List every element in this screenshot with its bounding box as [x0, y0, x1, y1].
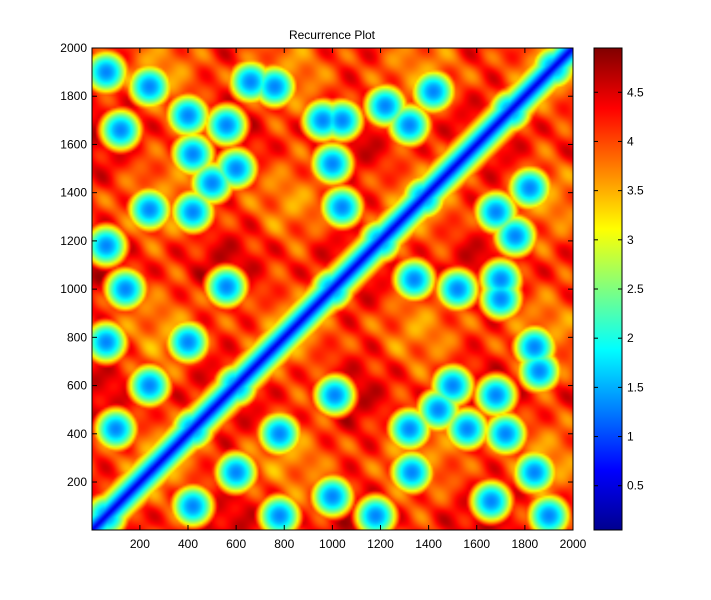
- colorbar-tick-label: 4: [627, 134, 634, 148]
- colorbar-tick-label: 3.5: [627, 184, 644, 198]
- y-tick-label: 1200: [60, 234, 87, 248]
- colorbar-tick-label: 1: [627, 430, 634, 444]
- y-tick-label: 1800: [60, 89, 87, 103]
- x-tick-label: 1600: [463, 537, 490, 551]
- x-tick-label: 1800: [512, 537, 539, 551]
- x-axis: 200 400 600 800 1000 1200 1400 1600 1800 2000: [130, 48, 587, 551]
- y-tick-label: 600: [67, 379, 87, 393]
- y-tick-label: 1400: [60, 186, 87, 200]
- x-tick-label: 2000: [560, 537, 587, 551]
- colorbar-tick-label: 4.5: [627, 85, 644, 99]
- y-tick-label: 1000: [60, 282, 87, 296]
- colorbar: 0.5 1 1.5 2 2.5 3 3.5 4 4.5: [593, 47, 644, 531]
- chart-title: Recurrence Plot: [289, 28, 376, 42]
- x-tick-label: 800: [274, 537, 294, 551]
- y-tick-label: 2000: [60, 41, 87, 55]
- x-tick-label: 1200: [367, 537, 394, 551]
- heatmap-plot-area: [91, 47, 574, 531]
- x-tick-label: 1400: [415, 537, 442, 551]
- colorbar-tick-label: 3: [627, 233, 634, 247]
- y-tick-label: 200: [67, 475, 87, 489]
- colorbar-tick-label: 1.5: [627, 380, 644, 394]
- colorbar-tick-label: 0.5: [627, 479, 644, 493]
- x-tick-label: 1000: [319, 537, 346, 551]
- x-tick-label: 400: [178, 537, 198, 551]
- colorbar-ticks: 0.5 1 1.5 2 2.5 3 3.5 4 4.5: [594, 85, 644, 493]
- x-tick-label: 600: [226, 537, 246, 551]
- colorbar-tick-label: 2.5: [627, 282, 644, 296]
- y-tick-label: 800: [67, 330, 87, 344]
- y-axis: 200 400 600 800 1000 1200 1400 1600 1800 2000: [60, 41, 573, 489]
- y-tick-label: 400: [67, 427, 87, 441]
- recurrence-heatmap: [92, 48, 573, 530]
- y-tick-label: 1600: [60, 137, 87, 151]
- colorbar-gradient: [593, 47, 623, 531]
- x-tick-label: 200: [130, 537, 150, 551]
- colorbar-tick-label: 2: [627, 331, 634, 345]
